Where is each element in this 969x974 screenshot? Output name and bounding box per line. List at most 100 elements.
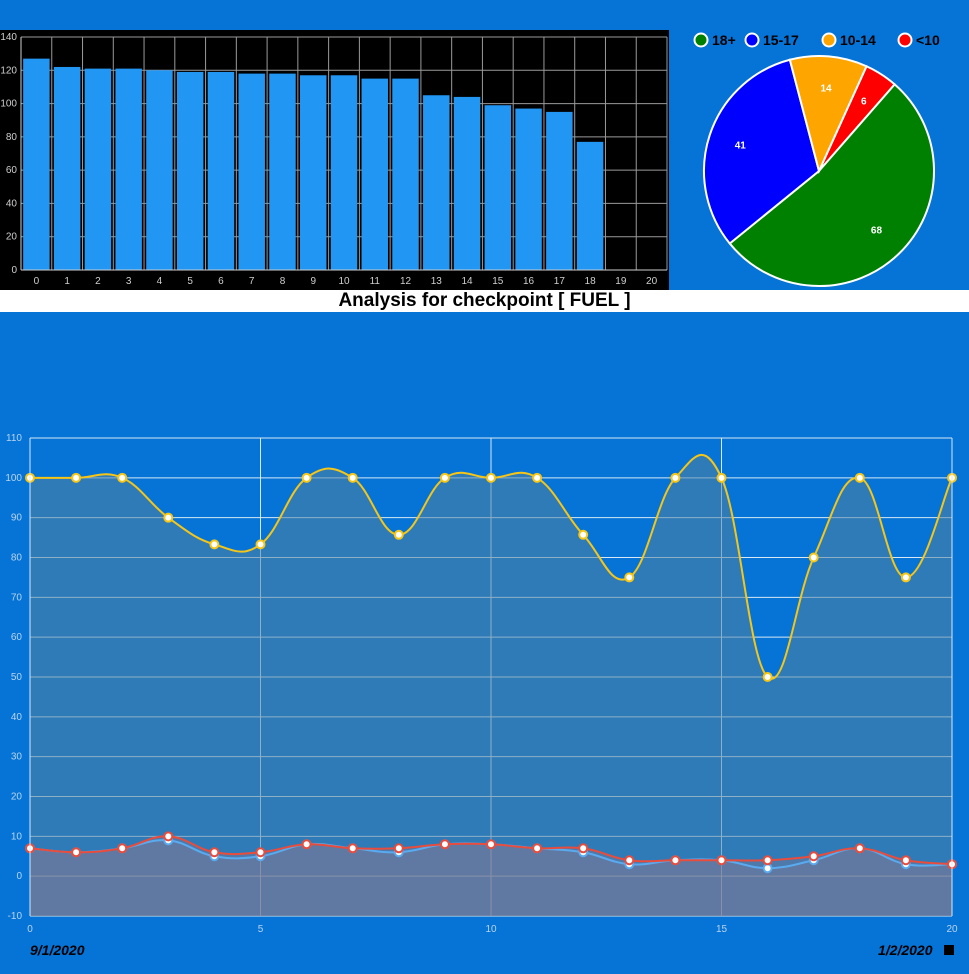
- bar-x-tick-label: 18: [585, 276, 597, 287]
- series-point: [716, 472, 727, 483]
- bar-y-tick-label: 140: [0, 32, 17, 43]
- series-point: [71, 472, 82, 483]
- pie-data-label: 6: [861, 96, 867, 107]
- bar: [207, 71, 235, 270]
- pie-slice: [788, 55, 868, 174]
- legend-label: 18+: [712, 32, 736, 48]
- series-point: [301, 472, 312, 483]
- bar-y-tick-label: 0: [11, 265, 17, 276]
- bar: [53, 66, 81, 270]
- bar-x-tick-label: 14: [461, 276, 473, 287]
- bar-y-tick-label: 40: [6, 198, 18, 209]
- series-point: [255, 539, 266, 550]
- bar-x-tick-label: 12: [400, 276, 412, 287]
- date-end-label: 1/2/2020: [878, 942, 933, 958]
- bar-x-tick-label: 9: [310, 276, 316, 287]
- series-point: [854, 843, 865, 854]
- series-point: [762, 672, 773, 682]
- line-y-tick-label: 50: [11, 672, 23, 683]
- series-point: [900, 572, 911, 583]
- series-point: [716, 855, 727, 866]
- pie-slice: [703, 58, 821, 245]
- bar-x-tick-label: 8: [280, 276, 286, 287]
- line-x-tick-label: 0: [27, 924, 33, 935]
- bar-x-tick-label: 16: [523, 276, 535, 287]
- series-area: [30, 454, 952, 916]
- bar: [423, 95, 450, 270]
- bar: [392, 78, 419, 270]
- series-point: [486, 839, 496, 850]
- bar-y-tick-label: 100: [0, 99, 17, 110]
- date-start-label: 9/1/2020: [30, 942, 85, 958]
- bar-y-tick-label: 20: [6, 232, 18, 243]
- bar: [300, 75, 327, 271]
- bar: [330, 75, 358, 271]
- bar: [546, 111, 573, 271]
- bar: [269, 73, 296, 270]
- bar: [361, 78, 388, 270]
- series-point: [532, 472, 543, 483]
- legend-swatch-icon: [693, 32, 709, 48]
- chart-title: Analysis for checkpoint [ FUEL ]: [0, 290, 969, 312]
- series-point: [255, 847, 266, 858]
- series-point: [163, 512, 174, 523]
- bar-x-tick-label: 13: [431, 276, 443, 287]
- line-y-tick-label: 60: [11, 632, 23, 643]
- legend-swatch-icon: [744, 32, 760, 48]
- legend-label: 15-17: [763, 32, 799, 48]
- line-y-tick-label: 110: [6, 433, 22, 444]
- series-point: [854, 472, 865, 483]
- series-point: [347, 843, 358, 854]
- pie-chart: 6 68 41 14 18+ 15-17 10-14 <10: [693, 32, 940, 287]
- series-point: [393, 529, 404, 540]
- series-point: [624, 855, 635, 866]
- series-point: [117, 843, 128, 854]
- bar-x-tick-label: 2: [95, 276, 101, 287]
- series-point: [209, 539, 220, 550]
- bar: [84, 68, 112, 270]
- series-point: [71, 847, 82, 858]
- series-point: [762, 863, 773, 874]
- line-chart: -10 0 10 20 30 40 50 60 70 80 90 100 110 0 5 10 15 20: [0, 420, 969, 969]
- line-y-tick-label: 30: [11, 752, 23, 763]
- series-point: [439, 839, 450, 850]
- bar-x-tick-label: 19: [615, 276, 627, 287]
- line-y-tick-label: 0: [16, 871, 22, 882]
- line-x-tick-label: 5: [258, 924, 264, 935]
- bar: [238, 73, 265, 270]
- series-point: [393, 843, 404, 854]
- legend-square-icon: [944, 945, 954, 955]
- line-x-tick-label: 20: [946, 924, 958, 935]
- bar: [146, 70, 173, 271]
- line-y-tick-label: 20: [11, 792, 23, 803]
- series-point: [163, 831, 174, 842]
- line-y-tick-label: 90: [11, 513, 23, 524]
- legend-label: <10: [916, 32, 940, 48]
- pie-chart-panel: 6 68 41 14 18+ 15-17 10-14 <10: [669, 30, 969, 290]
- bar-x-tick-label: 4: [157, 276, 163, 287]
- bar-x-tick-label: 0: [34, 276, 40, 287]
- bar-x-tick-label: 3: [126, 276, 132, 287]
- series-point: [900, 855, 911, 866]
- series-point: [486, 472, 496, 483]
- bar-x-tick-label: 6: [218, 276, 224, 287]
- line-x-tick-label: 10: [485, 924, 497, 935]
- series-point: [670, 855, 681, 866]
- line-y-tick-label: -10: [8, 911, 23, 922]
- bar-y-tick-label: 60: [6, 165, 18, 176]
- bar: [23, 58, 50, 270]
- bar: [453, 96, 481, 271]
- pie-slice: [728, 82, 935, 287]
- legend-swatch-icon: [821, 32, 837, 48]
- series-point: [624, 572, 635, 583]
- line-chart-panel: -10 0 10 20 30 40 50 60 70 80 90 100 110 0 5 10 15 20: [0, 420, 969, 969]
- bar-x-tick-label: 15: [492, 276, 504, 287]
- series-point: [578, 529, 589, 540]
- bar-chart-panel: 0 20 40 60 80 100 120 140 0 1 2 3 4 5 6 7 8 9 10 11 12 13 14 15…: [0, 30, 669, 290]
- series-point: [762, 855, 773, 866]
- bar-x-tick-label: 10: [338, 276, 350, 287]
- line-y-tick-label: 40: [11, 712, 23, 723]
- series-point: [670, 472, 681, 483]
- series-point: [532, 843, 543, 854]
- line-x-tick-label: 15: [716, 924, 728, 935]
